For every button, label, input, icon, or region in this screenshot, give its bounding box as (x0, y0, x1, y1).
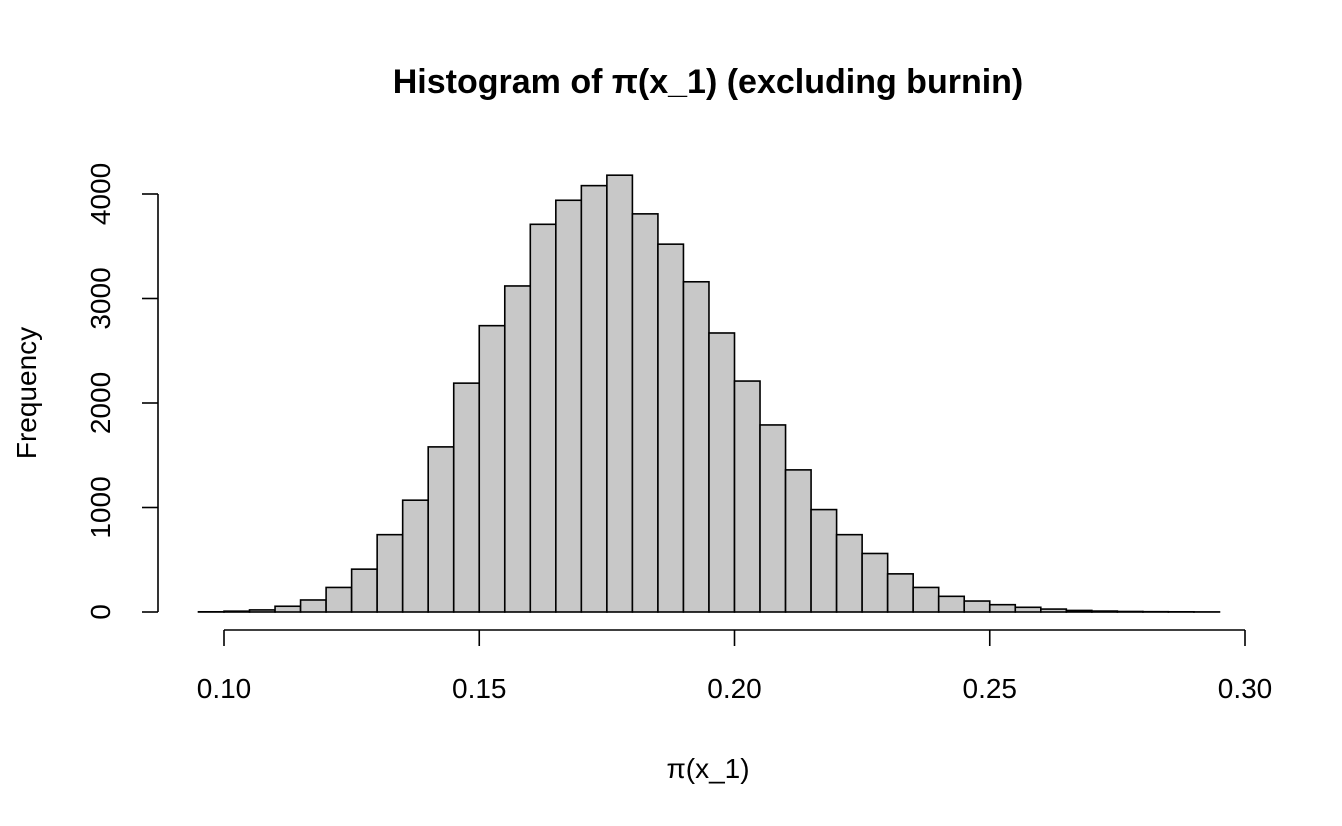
histogram-bar (350, 568, 378, 613)
histogram-bar (912, 586, 940, 613)
histogram-bar (937, 595, 966, 613)
x-tick-label: 0.25 (963, 673, 1018, 704)
x-tick-label: 0.10 (197, 673, 252, 704)
y-axis-label: Frequency (11, 327, 42, 459)
histogram-bar (529, 223, 557, 613)
histogram-bar (478, 324, 506, 613)
histogram-bar (1040, 608, 1068, 613)
histogram-bar (325, 586, 353, 613)
x-axis: 0.10 0.15 0.20 0.25 0.30 (197, 629, 1273, 704)
histogram-bar (376, 533, 404, 613)
histogram-bar (299, 599, 327, 613)
histogram-bar (401, 499, 429, 613)
histogram-bar (733, 380, 761, 613)
histogram-bar (1065, 609, 1093, 613)
y-tick-label: 3000 (85, 267, 116, 329)
histogram-bar (580, 184, 608, 613)
histogram-bar (682, 280, 710, 613)
y-tick-label: 1000 (85, 476, 116, 538)
histogram-bar (784, 469, 812, 613)
histogram-bar (248, 609, 276, 613)
histogram-bar (555, 199, 583, 613)
histogram-bar (1091, 610, 1119, 613)
histogram-bar (657, 243, 685, 613)
y-tick-label: 0 (85, 604, 116, 620)
histogram-bar (1116, 610, 1144, 613)
histogram-bar (606, 174, 634, 613)
histogram-bar (631, 213, 659, 613)
histogram-bar (452, 382, 481, 613)
histogram-bar (988, 603, 1017, 613)
histogram-bar (427, 446, 455, 613)
histogram-bar (759, 424, 787, 613)
histogram-bar (708, 332, 736, 613)
histogram-bar (963, 600, 991, 613)
histogram-bar (223, 610, 251, 613)
chart-title: Histogram of π(x_1) (excluding burnin) (393, 63, 1024, 101)
x-tick-label: 0.20 (707, 673, 762, 704)
histogram-bar (886, 573, 914, 613)
y-tick-label: 4000 (85, 163, 116, 225)
x-tick-label: 0.15 (452, 673, 507, 704)
histogram-bar (503, 285, 532, 613)
y-tick-label: 2000 (85, 372, 116, 434)
x-tick-label: 0.30 (1218, 673, 1273, 704)
histogram-bar (1014, 606, 1042, 613)
histogram-bar (810, 508, 838, 613)
histogram-bars (197, 174, 1221, 613)
histogram-bar (835, 533, 863, 613)
histogram-bar (861, 552, 889, 613)
y-axis: 0 1000 2000 3000 4000 (85, 163, 159, 620)
x-axis-label: π(x_1) (666, 753, 749, 784)
histogram-bar (274, 605, 302, 613)
